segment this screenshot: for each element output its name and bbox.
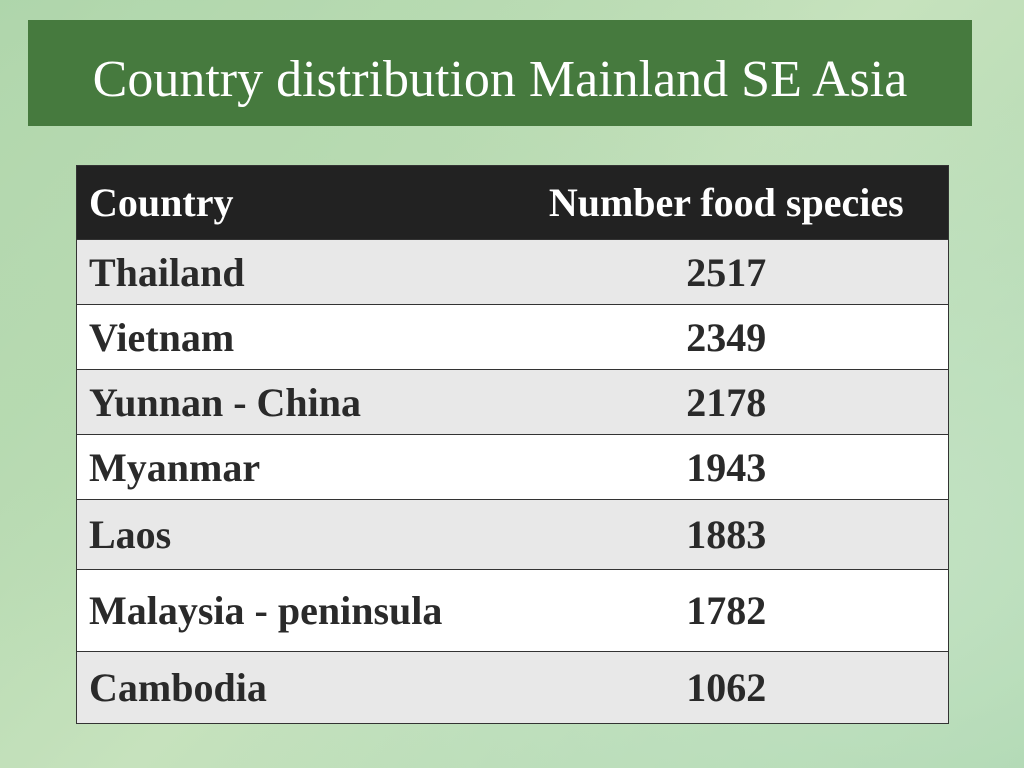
species-count-cell: 1062: [504, 651, 949, 724]
species-count-cell: 1883: [504, 499, 949, 570]
header-cell: Country: [76, 165, 505, 240]
species-count-cell: 1782: [504, 569, 949, 652]
table-row: Vietnam 2349: [76, 304, 949, 370]
table-body: Thailand 2517 Vietnam 2349 Yunnan - China 217…: [76, 239, 949, 724]
header-cell: Number food species: [504, 165, 949, 240]
species-count-cell: 2178: [504, 369, 949, 435]
country-cell: Myanmar: [76, 434, 505, 500]
species-count-cell: 2517: [504, 239, 949, 305]
country-cell: Laos: [76, 499, 505, 570]
data-table: Country Number food species Thailand 2517…: [76, 165, 949, 724]
header-row: Country Number food species: [76, 165, 949, 240]
country-cell: Vietnam: [76, 304, 505, 370]
table-row: Cambodia 1062: [76, 651, 949, 724]
species-count-cell: 2349: [504, 304, 949, 370]
country-cell: Yunnan - China: [76, 369, 505, 435]
country-cell: Thailand: [76, 239, 505, 305]
table-row: Yunnan - China 2178: [76, 369, 949, 435]
slide-title: Country distribution Mainland SE Asia: [28, 20, 972, 126]
table-row: Thailand 2517: [76, 239, 949, 305]
country-cell: Malaysia - peninsula: [76, 569, 505, 652]
country-cell: Cambodia: [76, 651, 505, 724]
table-row: Myanmar 1943: [76, 434, 949, 500]
table-row: Laos 1883: [76, 499, 949, 570]
table-row: Malaysia - peninsula 1782: [76, 569, 949, 652]
species-count-cell: 1943: [504, 434, 949, 500]
